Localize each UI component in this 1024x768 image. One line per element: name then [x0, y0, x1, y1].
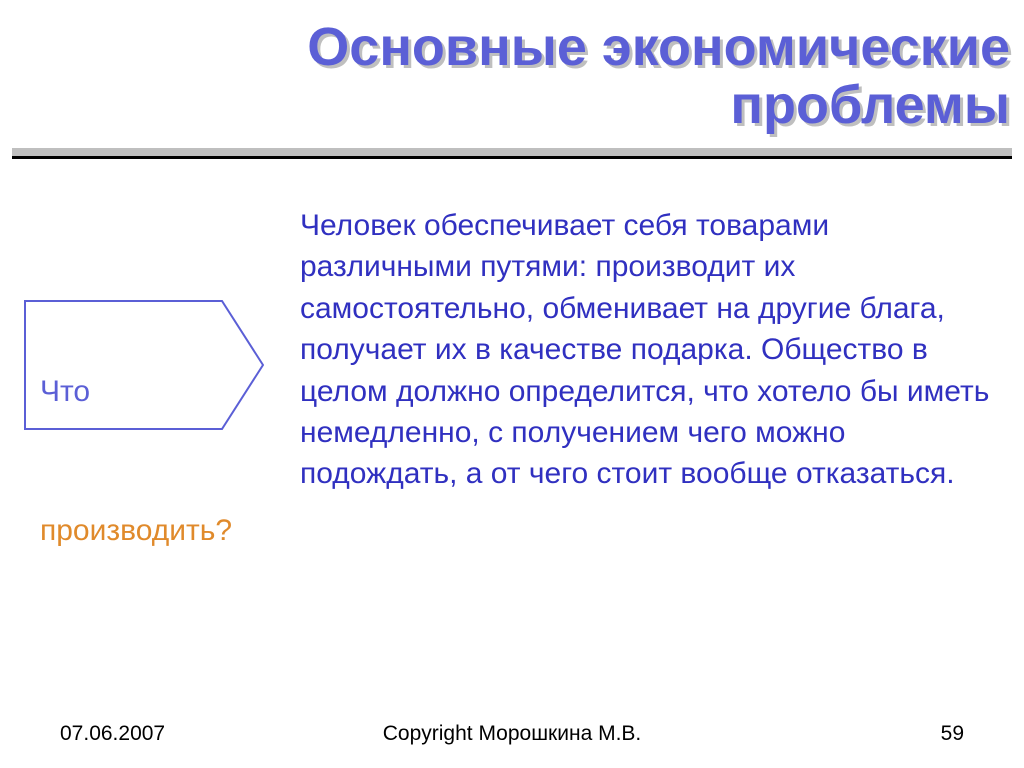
slide-title-block: Основные экономические проблемы Основные… — [0, 18, 1024, 135]
callout-pentagon: Что производить? — [24, 300, 264, 430]
slide-title: Основные экономические проблемы — [0, 18, 1010, 135]
divider-black — [12, 156, 1012, 159]
callout-word-1: Что — [40, 375, 90, 408]
footer: 07.06.2007 Copyright Морошкина М.В. 59 — [0, 718, 1024, 746]
slide: Основные экономические проблемы Основные… — [0, 0, 1024, 768]
footer-copyright: Copyright Морошкина М.В. — [0, 722, 1024, 746]
footer-page-number: 59 — [941, 722, 964, 746]
body-paragraph: Человек обеспечивает себя товарами разли… — [300, 205, 996, 495]
callout-word-2: производить? — [40, 514, 232, 547]
callout-text: Что производить? — [40, 322, 220, 555]
